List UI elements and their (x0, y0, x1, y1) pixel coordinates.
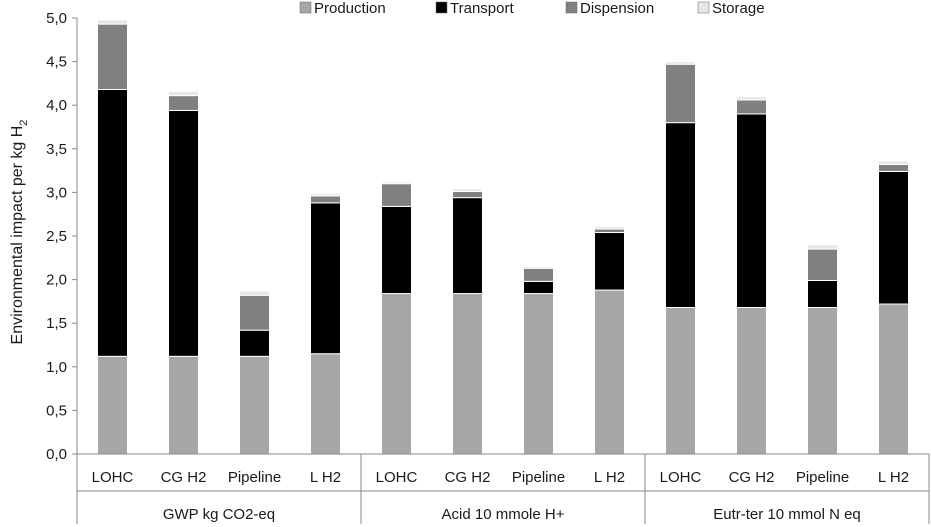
y-axis-label-subscript: 2 (18, 120, 30, 126)
bar-segment-dispension (523, 267, 554, 282)
bar-segment-storage (736, 95, 767, 101)
legend: Production Transport Dispension Storage (299, 0, 765, 17)
x-group-label: Eutr-ter 10 mmol N eq (713, 506, 861, 523)
y-tick-label: 0,5 (46, 402, 67, 419)
y-tick-label: 4,5 (46, 54, 67, 71)
x-category-label: L H2 (310, 469, 341, 486)
bar-segment-dispension (168, 95, 199, 111)
x-category-label: CG H2 (445, 469, 491, 486)
y-tick-label: 1,5 (46, 315, 67, 332)
y-tick-label: 2,0 (46, 272, 67, 289)
y-axis: 0,0 0,5 1,0 1,5 2,0 2,5 3,0 3,5 4,0 4,5 5,0 (46, 10, 78, 463)
bar-segment-storage (239, 290, 270, 296)
bar-segment-transport (736, 113, 767, 309)
bar-segment-production (594, 289, 625, 455)
bar-segment-storage (878, 160, 909, 165)
legend-swatch-storage (697, 1, 710, 14)
legend-swatch-transport (435, 1, 448, 14)
legend-label-dispension: Dispension (580, 0, 654, 17)
bar-segment-transport (168, 109, 199, 357)
y-axis-label: Environmental impact per kg H2 (9, 120, 30, 345)
x-category-label: Pipeline (228, 469, 281, 486)
y-tick-label: 1,0 (46, 359, 67, 376)
legend-label-transport: Transport (450, 0, 514, 17)
bar-segment-dispension (97, 23, 128, 91)
bar-segment-storage (97, 19, 128, 25)
bar-segment-storage (594, 225, 625, 230)
bar-segment-production (168, 355, 199, 455)
bar-segment-storage (523, 266, 554, 269)
bar-segment-storage (807, 244, 838, 250)
bar-segment-dispension (452, 191, 483, 199)
bar-segment-production (97, 355, 128, 455)
bar-segment-transport (381, 205, 412, 295)
x-category-label: L H2 (878, 469, 909, 486)
y-tick-label: 0,0 (46, 446, 67, 463)
legend-swatch-dispension (565, 1, 578, 14)
bar-segment-storage (168, 90, 199, 97)
bar-segment-production (878, 303, 909, 455)
bar-segment-dispension (594, 228, 625, 234)
legend-label-production: Production (314, 0, 386, 17)
x-category-label: LOHC (376, 469, 418, 486)
bar-segment-production (310, 353, 341, 455)
bar-segment-transport (594, 232, 625, 291)
x-category-label: LOHC (92, 469, 134, 486)
bar-segment-storage (665, 61, 696, 65)
bar-segment-dispension (665, 63, 696, 124)
bar-segment-production (239, 355, 270, 455)
bar-segment-dispension (381, 183, 412, 207)
bar-segment-transport (878, 170, 909, 305)
bar-segment-production (665, 307, 696, 455)
bar-segment-dispension (736, 99, 767, 115)
x-category-label: L H2 (594, 469, 625, 486)
y-tick-label: 3,0 (46, 184, 67, 201)
bar-segment-transport (665, 122, 696, 309)
bar-segment-production (452, 293, 483, 455)
y-tick-label: 5,0 (46, 10, 67, 27)
bar-segment-transport (523, 280, 554, 295)
bar-segment-storage (381, 181, 412, 185)
bar-segment-transport (239, 329, 270, 357)
legend-label-storage: Storage (712, 0, 765, 17)
bar-segment-production (807, 307, 838, 455)
bar-segment-transport (97, 89, 128, 357)
bar-segment-dispension (807, 248, 838, 281)
bar-segment-production (736, 307, 767, 455)
y-tick-label: 2,5 (46, 228, 67, 245)
y-tick-label: 3,5 (46, 141, 67, 158)
x-group-label: Acid 10 mmole H+ (442, 506, 565, 523)
bar-segment-dispension (310, 195, 341, 204)
bar-segment-transport (807, 279, 838, 309)
y-tick-label: 4,0 (46, 97, 67, 114)
x-axis: LOHC CG H2 Pipeline L H2 GWP kg CO2-eq LOHC CG… (76, 453, 930, 524)
bar-segment-production (381, 293, 412, 455)
x-category-label: Pipeline (796, 469, 849, 486)
bar-segment-storage (310, 192, 341, 197)
bar-segment-transport (310, 202, 341, 355)
legend-swatch-production (299, 1, 312, 14)
bar-segment-transport (452, 197, 483, 295)
x-category-label: CG H2 (729, 469, 775, 486)
x-category-label: LOHC (660, 469, 702, 486)
bar-segment-dispension (878, 163, 909, 172)
x-category-label: CG H2 (161, 469, 207, 486)
bars (97, 19, 909, 455)
x-group-label: GWP kg CO2-eq (163, 506, 275, 523)
bar-segment-storage (452, 188, 483, 193)
bar-segment-dispension (239, 294, 270, 331)
x-category-label: Pipeline (512, 469, 565, 486)
bar-segment-production (523, 293, 554, 455)
